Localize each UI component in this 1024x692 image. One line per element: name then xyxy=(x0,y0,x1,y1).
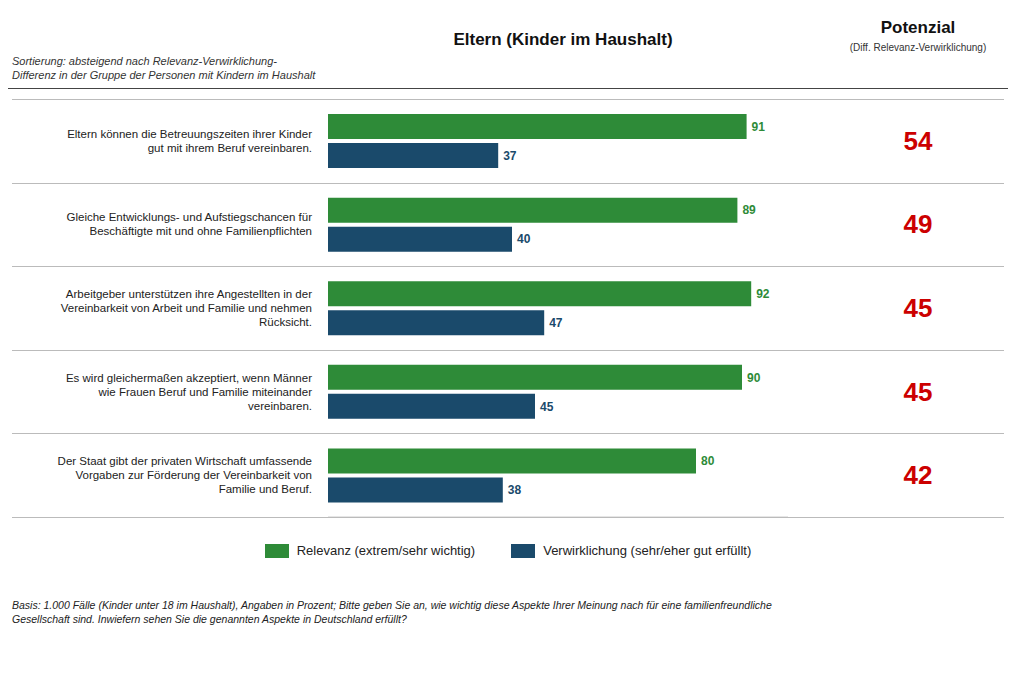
svg-text:80: 80 xyxy=(701,454,715,468)
svg-text:38: 38 xyxy=(508,483,522,497)
svg-text:40: 40 xyxy=(517,232,531,246)
html-text:(Diff. Relevanz-Verwirklichung: (Diff. Relevanz-Verwirklichung) xyxy=(849,42,987,53)
html-text:54: 54 xyxy=(903,125,933,156)
html-text:Relevanz (extrem/sehr wichtig): Relevanz (extrem/sehr wichtig) xyxy=(296,543,476,558)
html-text:49: 49 xyxy=(903,208,933,239)
html-text:Eltern (Kinder im Haushalt): Eltern (Kinder im Haushalt) xyxy=(453,30,673,49)
html-text:Verwirklichung (sehr/eher gut: Verwirklichung (sehr/eher gut erfüllt) xyxy=(543,543,752,558)
svg-text:45: 45 xyxy=(540,400,554,414)
svg-text:91: 91 xyxy=(752,120,766,134)
svg-text:Der Staat gibt der privaten Wi: Der Staat gibt der privaten Wirtschaft u… xyxy=(58,455,312,495)
html-text:Basis: 1.000 Fälle (Kinder unt: Basis: 1.000 Fälle (Kinder unter 18 im H… xyxy=(12,599,772,625)
svg-text:Eltern können die Betreuungsze: Eltern können die Betreuungszeiten ihrer… xyxy=(67,128,312,154)
svg-text:92: 92 xyxy=(756,287,770,301)
svg-text:90: 90 xyxy=(747,371,761,385)
svg-text:47: 47 xyxy=(549,316,563,330)
svg-text:37: 37 xyxy=(503,149,517,163)
svg-text:Gleiche Entwicklungs- und Aufs: Gleiche Entwicklungs- und Aufstiegschanc… xyxy=(67,211,313,237)
svg-text:Es wird gleichermaßen akzeptie: Es wird gleichermaßen akzeptiert, wenn M… xyxy=(66,372,312,412)
svg-text:89: 89 xyxy=(742,203,756,217)
svg-text:Arbeitgeber unterstützen ihre: Arbeitgeber unterstützen ihre Angestellt… xyxy=(61,288,312,328)
html-text:45: 45 xyxy=(903,376,933,407)
html-text:Potenzial: Potenzial xyxy=(880,18,956,37)
html-text:45: 45 xyxy=(903,292,933,323)
html-text:42: 42 xyxy=(903,459,933,490)
html-text:Sortierung: absteigend nach Re: Sortierung: absteigend nach Relevanz-Ver… xyxy=(12,55,316,81)
